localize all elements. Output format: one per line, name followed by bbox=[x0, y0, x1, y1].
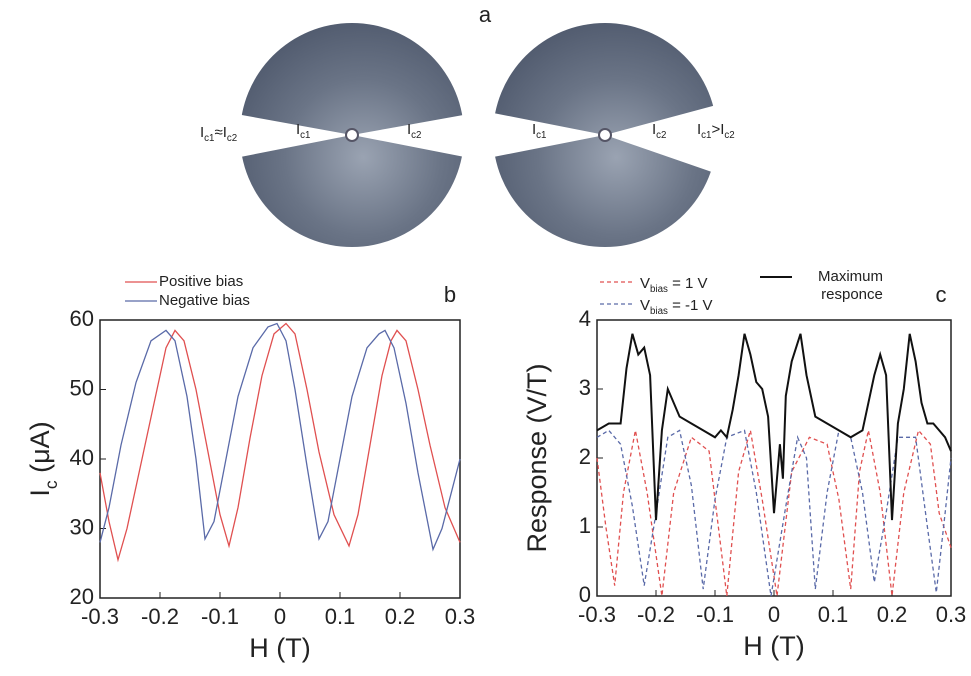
device-label: Ic1>Ic2 bbox=[697, 121, 735, 141]
device-label-part: I bbox=[407, 121, 411, 138]
y-tick-label: 50 bbox=[70, 375, 94, 400]
legend-label-part: = 1 V bbox=[668, 275, 708, 292]
legend-label-part: V bbox=[640, 275, 650, 292]
x-tick-label: -0.3 bbox=[578, 602, 616, 627]
panel-label: c bbox=[936, 282, 947, 307]
plot-frame bbox=[99, 319, 461, 599]
plot-frame bbox=[596, 319, 952, 597]
device-label-part: c2 bbox=[724, 130, 734, 141]
y-axis-label-part: c bbox=[41, 480, 61, 489]
device-label-part: >I bbox=[711, 121, 724, 138]
x-tick-label: 0.1 bbox=[818, 602, 849, 627]
legend-label-part: bias bbox=[650, 284, 668, 295]
device-label-part: c1 bbox=[204, 133, 214, 144]
x-axis-label: H (T) bbox=[743, 631, 804, 661]
data-line bbox=[99, 322, 461, 552]
device-label-part: I bbox=[532, 121, 536, 138]
legend-label: Maximum bbox=[818, 268, 883, 285]
device-label-part: I bbox=[200, 124, 204, 141]
legend-label: Vbias = -1 V bbox=[640, 297, 713, 317]
x-tick-label: -0.1 bbox=[201, 604, 239, 629]
y-axis-label: Response (V/T) bbox=[522, 363, 552, 552]
device-label: Ic2 bbox=[652, 121, 666, 141]
x-tick-label: -0.3 bbox=[81, 604, 119, 629]
y-tick-label: 60 bbox=[70, 306, 94, 331]
left-device bbox=[225, 23, 480, 247]
device-label-part: c1 bbox=[300, 130, 310, 141]
x-tick-label: 0 bbox=[274, 604, 286, 629]
x-tick-label: -0.2 bbox=[637, 602, 675, 627]
data-line bbox=[99, 322, 461, 563]
device-label-part: I bbox=[697, 121, 701, 138]
panel-label: a bbox=[479, 2, 492, 27]
x-axis-label: H (T) bbox=[249, 633, 310, 663]
device-label-part: c2 bbox=[656, 130, 666, 141]
device-label-part: I bbox=[652, 121, 656, 138]
device-label: Ic1 bbox=[296, 121, 310, 141]
legend-label: Negative bias bbox=[159, 292, 250, 309]
y-tick-label: 40 bbox=[70, 445, 94, 470]
device-label: Ic1≈Ic2 bbox=[200, 124, 237, 144]
y-tick-label: 30 bbox=[70, 514, 94, 539]
legend-label-part: V bbox=[640, 297, 650, 314]
x-tick-label: 0.3 bbox=[936, 602, 967, 627]
device-label: Ic1 bbox=[532, 121, 546, 141]
device-label-part: c2 bbox=[227, 133, 237, 144]
device-label-part: c1 bbox=[536, 130, 546, 141]
legend-label: responce bbox=[821, 286, 883, 303]
device-label-part: c2 bbox=[411, 130, 421, 141]
data-line bbox=[596, 333, 952, 521]
legend-label-part: bias bbox=[650, 306, 668, 317]
x-tick-label: 0 bbox=[768, 602, 780, 627]
y-tick-label: 20 bbox=[70, 584, 94, 609]
x-tick-label: 0.2 bbox=[877, 602, 908, 627]
x-tick-label: 0.1 bbox=[325, 604, 356, 629]
y-tick-label: 4 bbox=[579, 306, 591, 331]
y-axis-label: Ic (μA) bbox=[25, 421, 61, 496]
legend-label-part: = -1 V bbox=[668, 297, 713, 314]
legend-label: Vbias = 1 V bbox=[640, 275, 708, 295]
x-tick-label: -0.1 bbox=[696, 602, 734, 627]
x-tick-label: -0.2 bbox=[141, 604, 179, 629]
legend-label: Positive bias bbox=[159, 273, 243, 290]
y-tick-label: 2 bbox=[579, 444, 591, 469]
y-tick-label: 0 bbox=[579, 582, 591, 607]
x-tick-label: 0.2 bbox=[385, 604, 416, 629]
y-tick-label: 1 bbox=[579, 513, 591, 538]
panel-label: b bbox=[444, 282, 456, 307]
y-axis-label-part: I bbox=[25, 489, 55, 497]
right-device bbox=[478, 23, 735, 247]
y-axis-label-part: Response (V/T) bbox=[522, 363, 552, 552]
device-label-part: I bbox=[296, 121, 300, 138]
x-tick-label: 0.3 bbox=[445, 604, 476, 629]
y-axis-label-part: (μA) bbox=[25, 421, 55, 480]
device-label-part: ≈I bbox=[214, 124, 226, 141]
device-label: Ic2 bbox=[407, 121, 421, 141]
device-label-part: c1 bbox=[701, 130, 711, 141]
y-tick-label: 3 bbox=[579, 375, 591, 400]
